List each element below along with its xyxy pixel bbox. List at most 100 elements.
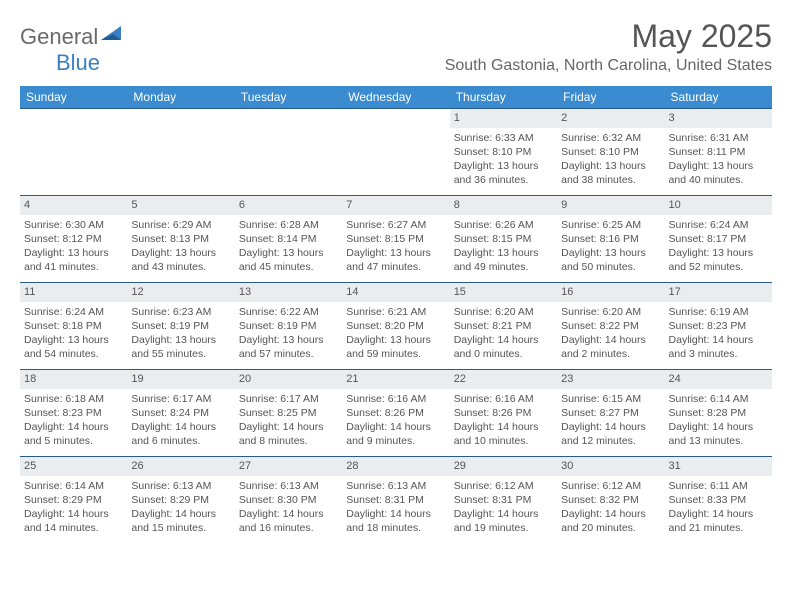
sunset-text: Sunset: 8:26 PM — [454, 406, 553, 420]
day-number: 19 — [127, 370, 234, 389]
day-number: 3 — [665, 109, 772, 128]
daylight-text: and 45 minutes. — [239, 260, 338, 274]
daylight-text: Daylight: 14 hours — [131, 507, 230, 521]
sunset-text: Sunset: 8:30 PM — [239, 493, 338, 507]
daylight-text: Daylight: 14 hours — [346, 420, 445, 434]
day-header-mon: Monday — [127, 86, 234, 108]
weeks-container: 1Sunrise: 6:33 AMSunset: 8:10 PMDaylight… — [20, 108, 772, 543]
logo-text-general: General — [20, 24, 98, 50]
sunset-text: Sunset: 8:22 PM — [561, 319, 660, 333]
daylight-text: and 5 minutes. — [24, 434, 123, 448]
day-number: 7 — [342, 196, 449, 215]
day-cell — [20, 109, 127, 195]
sunrise-text: Sunrise: 6:17 AM — [131, 392, 230, 406]
daylight-text: Daylight: 13 hours — [239, 333, 338, 347]
day-number: 12 — [127, 283, 234, 302]
logo: GeneralBlue — [20, 18, 123, 76]
daylight-text: Daylight: 13 hours — [24, 333, 123, 347]
day-cell: 6Sunrise: 6:28 AMSunset: 8:14 PMDaylight… — [235, 196, 342, 282]
day-number: 29 — [450, 457, 557, 476]
day-number: 23 — [557, 370, 664, 389]
day-cell — [235, 109, 342, 195]
day-cell: 28Sunrise: 6:13 AMSunset: 8:31 PMDayligh… — [342, 457, 449, 543]
month-title: May 2025 — [445, 18, 772, 55]
daylight-text: Daylight: 14 hours — [346, 507, 445, 521]
header: GeneralBlue May 2025 South Gastonia, Nor… — [20, 18, 772, 76]
sunrise-text: Sunrise: 6:20 AM — [561, 305, 660, 319]
daylight-text: Daylight: 13 hours — [346, 333, 445, 347]
day-number: 11 — [20, 283, 127, 302]
daylight-text: and 19 minutes. — [454, 521, 553, 535]
sunrise-text: Sunrise: 6:12 AM — [561, 479, 660, 493]
sunset-text: Sunset: 8:19 PM — [131, 319, 230, 333]
sunset-text: Sunset: 8:31 PM — [454, 493, 553, 507]
sunrise-text: Sunrise: 6:33 AM — [454, 131, 553, 145]
daylight-text: Daylight: 14 hours — [669, 420, 768, 434]
sunset-text: Sunset: 8:29 PM — [24, 493, 123, 507]
sunset-text: Sunset: 8:31 PM — [346, 493, 445, 507]
daylight-text: Daylight: 13 hours — [669, 246, 768, 260]
daylight-text: Daylight: 13 hours — [346, 246, 445, 260]
day-number: 13 — [235, 283, 342, 302]
daylight-text: and 20 minutes. — [561, 521, 660, 535]
day-cell: 26Sunrise: 6:13 AMSunset: 8:29 PMDayligh… — [127, 457, 234, 543]
day-cell: 13Sunrise: 6:22 AMSunset: 8:19 PMDayligh… — [235, 283, 342, 369]
day-cell: 24Sunrise: 6:14 AMSunset: 8:28 PMDayligh… — [665, 370, 772, 456]
daylight-text: and 13 minutes. — [669, 434, 768, 448]
sunrise-text: Sunrise: 6:14 AM — [669, 392, 768, 406]
daylight-text: and 36 minutes. — [454, 173, 553, 187]
daylight-text: Daylight: 14 hours — [24, 507, 123, 521]
sunset-text: Sunset: 8:19 PM — [239, 319, 338, 333]
sunset-text: Sunset: 8:26 PM — [346, 406, 445, 420]
day-cell — [127, 109, 234, 195]
week-row: 4Sunrise: 6:30 AMSunset: 8:12 PMDaylight… — [20, 195, 772, 282]
daylight-text: and 40 minutes. — [669, 173, 768, 187]
daylight-text: and 0 minutes. — [454, 347, 553, 361]
day-header-row: Sunday Monday Tuesday Wednesday Thursday… — [20, 86, 772, 108]
day-number: 27 — [235, 457, 342, 476]
sunrise-text: Sunrise: 6:16 AM — [346, 392, 445, 406]
day-header-tue: Tuesday — [235, 86, 342, 108]
daylight-text: Daylight: 13 hours — [131, 333, 230, 347]
day-header-thu: Thursday — [450, 86, 557, 108]
sunrise-text: Sunrise: 6:23 AM — [131, 305, 230, 319]
daylight-text: Daylight: 14 hours — [454, 507, 553, 521]
daylight-text: and 50 minutes. — [561, 260, 660, 274]
day-cell: 1Sunrise: 6:33 AMSunset: 8:10 PMDaylight… — [450, 109, 557, 195]
sunset-text: Sunset: 8:33 PM — [669, 493, 768, 507]
day-cell: 14Sunrise: 6:21 AMSunset: 8:20 PMDayligh… — [342, 283, 449, 369]
sunset-text: Sunset: 8:13 PM — [131, 232, 230, 246]
daylight-text: Daylight: 13 hours — [24, 246, 123, 260]
daylight-text: and 9 minutes. — [346, 434, 445, 448]
day-cell: 8Sunrise: 6:26 AMSunset: 8:15 PMDaylight… — [450, 196, 557, 282]
sunset-text: Sunset: 8:23 PM — [669, 319, 768, 333]
daylight-text: Daylight: 13 hours — [454, 246, 553, 260]
daylight-text: and 6 minutes. — [131, 434, 230, 448]
daylight-text: Daylight: 14 hours — [24, 420, 123, 434]
daylight-text: Daylight: 14 hours — [669, 507, 768, 521]
day-cell: 22Sunrise: 6:16 AMSunset: 8:26 PMDayligh… — [450, 370, 557, 456]
day-number: 16 — [557, 283, 664, 302]
day-number: 25 — [20, 457, 127, 476]
calendar-page: GeneralBlue May 2025 South Gastonia, Nor… — [0, 0, 792, 563]
daylight-text: Daylight: 14 hours — [239, 507, 338, 521]
daylight-text: and 47 minutes. — [346, 260, 445, 274]
sunrise-text: Sunrise: 6:15 AM — [561, 392, 660, 406]
sunset-text: Sunset: 8:27 PM — [561, 406, 660, 420]
daylight-text: Daylight: 13 hours — [561, 159, 660, 173]
logo-text-blue: Blue — [56, 50, 100, 75]
day-number: 2 — [557, 109, 664, 128]
week-row: 1Sunrise: 6:33 AMSunset: 8:10 PMDaylight… — [20, 108, 772, 195]
sunrise-text: Sunrise: 6:13 AM — [239, 479, 338, 493]
sunset-text: Sunset: 8:10 PM — [454, 145, 553, 159]
day-cell: 25Sunrise: 6:14 AMSunset: 8:29 PMDayligh… — [20, 457, 127, 543]
day-number: 6 — [235, 196, 342, 215]
daylight-text: and 14 minutes. — [24, 521, 123, 535]
day-number: 22 — [450, 370, 557, 389]
sunrise-text: Sunrise: 6:24 AM — [24, 305, 123, 319]
day-cell: 15Sunrise: 6:20 AMSunset: 8:21 PMDayligh… — [450, 283, 557, 369]
daylight-text: and 18 minutes. — [346, 521, 445, 535]
daylight-text: and 41 minutes. — [24, 260, 123, 274]
daylight-text: Daylight: 14 hours — [239, 420, 338, 434]
daylight-text: and 12 minutes. — [561, 434, 660, 448]
